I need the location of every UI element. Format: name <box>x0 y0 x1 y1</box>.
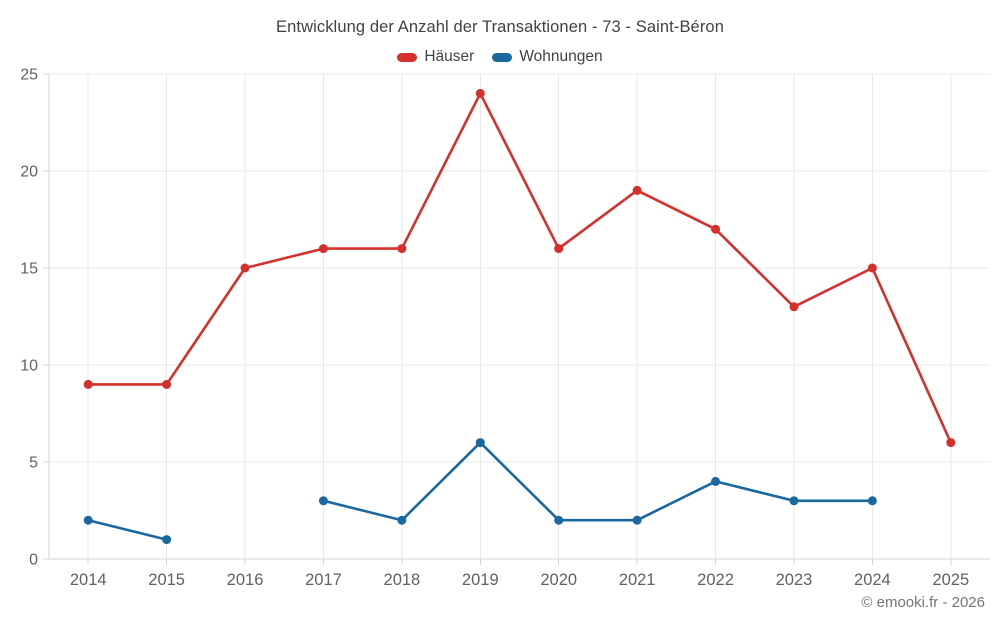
copyright-text: © emooki.fr - 2026 <box>861 594 985 611</box>
data-point-häuser[interactable] <box>711 224 721 234</box>
data-point-häuser[interactable] <box>867 263 877 273</box>
data-point-häuser[interactable] <box>397 244 407 254</box>
x-tick-label: 2014 <box>70 571 107 589</box>
data-point-wohnungen[interactable] <box>162 535 172 545</box>
data-point-häuser[interactable] <box>789 302 799 312</box>
series-line-wohnungen <box>322 441 874 522</box>
y-tick-label: 25 <box>20 67 38 84</box>
x-tick-label: 2017 <box>305 571 342 589</box>
y-tick-label: 15 <box>20 261 38 278</box>
series-line-häuser <box>86 92 953 444</box>
x-tick-label: 2025 <box>932 571 969 589</box>
series-line-wohnungen <box>86 518 168 541</box>
x-tick-label: 2016 <box>227 571 264 589</box>
chart-legend: Häuser Wohnungen <box>0 48 1000 66</box>
data-point-häuser[interactable] <box>83 379 93 389</box>
y-tick-label: 20 <box>20 164 38 181</box>
data-point-wohnungen[interactable] <box>397 515 407 525</box>
x-tick-label: 2022 <box>697 571 734 589</box>
x-tick-label: 2021 <box>619 571 656 589</box>
data-point-wohnungen[interactable] <box>867 496 877 506</box>
y-tick-label: 10 <box>20 358 38 375</box>
y-tick-label: 0 <box>29 552 38 569</box>
data-point-wohnungen[interactable] <box>711 476 721 486</box>
hauser-legend-swatch <box>397 52 418 62</box>
x-tick-label: 2020 <box>540 571 577 589</box>
data-point-häuser[interactable] <box>240 263 250 273</box>
data-point-wohnungen[interactable] <box>632 515 642 525</box>
x-tick-label: 2018 <box>384 571 421 589</box>
x-tick-label: 2015 <box>148 571 185 589</box>
data-point-häuser[interactable] <box>318 244 328 254</box>
data-point-häuser[interactable] <box>554 244 564 254</box>
legend-item-wohnungen[interactable]: Wohnungen <box>492 48 603 66</box>
data-point-wohnungen[interactable] <box>318 496 328 506</box>
data-point-wohnungen[interactable] <box>789 496 799 506</box>
wohnungen-legend-swatch <box>492 52 513 62</box>
chart-title: Entwicklung der Anzahl der Transaktionen… <box>276 18 724 36</box>
data-point-häuser[interactable] <box>475 88 485 98</box>
data-point-wohnungen[interactable] <box>83 515 93 525</box>
hauser-legend-label: Häuser <box>424 48 475 65</box>
data-point-häuser[interactable] <box>632 185 642 195</box>
legend-item-hauser[interactable]: Häuser <box>397 48 474 66</box>
y-tick-label: 5 <box>29 455 38 472</box>
x-tick-label: 2019 <box>462 571 499 589</box>
x-tick-label: 2024 <box>854 571 891 589</box>
data-point-häuser[interactable] <box>162 379 172 389</box>
data-point-wohnungen[interactable] <box>554 515 564 525</box>
data-point-wohnungen[interactable] <box>475 438 485 448</box>
data-point-häuser[interactable] <box>946 438 956 448</box>
x-tick-label: 2023 <box>776 571 813 589</box>
wohnungen-legend-label: Wohnungen <box>519 48 603 65</box>
